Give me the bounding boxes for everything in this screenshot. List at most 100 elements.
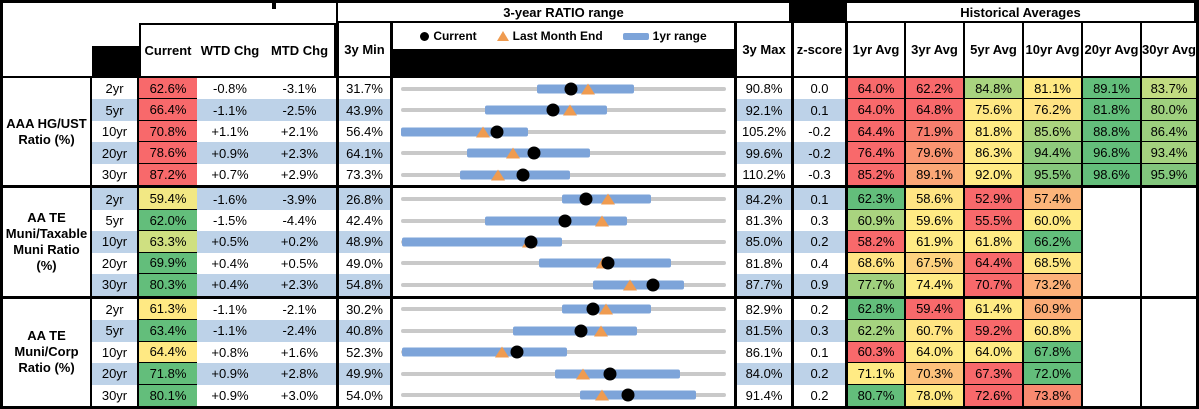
range-track	[401, 99, 726, 120]
range-track	[401, 210, 726, 231]
group-label-line: (%)	[36, 257, 57, 273]
avg-cell: 85.2%	[845, 163, 904, 186]
range-chart-cell	[390, 120, 737, 143]
current-cell: 78.6%	[139, 142, 197, 164]
current-cell: 64.4%	[139, 341, 197, 364]
avg-cell: 67.3%	[963, 363, 1022, 385]
current-cell: 61.3%	[139, 298, 197, 321]
avg-cell: 73.8%	[1022, 384, 1081, 406]
avg-cell: 62.2%	[845, 320, 904, 342]
range-chart-cell	[390, 320, 737, 342]
avg-cell: 64.8%	[904, 99, 963, 121]
last-month-triangle	[475, 126, 490, 138]
column-header-row: Current WTD Chg MTD Chg 3y Min Current L…	[3, 23, 1196, 78]
current-dot	[527, 146, 541, 160]
chart-header-black-fill	[393, 49, 734, 76]
range-track	[401, 231, 726, 252]
avg-cell: 57.4%	[1022, 188, 1081, 210]
current-cell: 62.6%	[139, 78, 197, 100]
avg-cell: 71.9%	[904, 120, 963, 143]
grid-stub	[272, 3, 276, 9]
group-aa-te-muni-taxable: AA TE Muni/Taxable Muni Ratio (%) 2yr 59.4% -1…	[3, 185, 1196, 296]
header-empty-cell	[3, 23, 92, 76]
col-header-1yr-avg: 1yr Avg	[845, 23, 904, 76]
wtd-chg-cell: +0.5%	[197, 231, 263, 253]
current-cell: 63.3%	[139, 231, 197, 253]
avg-cell: 95.9%	[1140, 163, 1196, 186]
min-3y-cell: 54.0%	[336, 384, 390, 406]
group-label: AA TE Muni/Corp Ratio (%)	[3, 298, 92, 406]
avg-cell: 64.0%	[845, 99, 904, 121]
tenor-cell: 2yr	[92, 188, 139, 210]
legend-last-month-end: Last Month End	[496, 29, 603, 43]
max-3y-cell: 84.2%	[737, 188, 791, 210]
avg-cell: 89.1%	[904, 163, 963, 186]
avg-cell: 93.4%	[1140, 142, 1196, 164]
range-chart-cell	[390, 384, 737, 406]
current-cell: 63.4%	[139, 320, 197, 342]
wtd-chg-cell: -1.1%	[197, 99, 263, 121]
range-track	[401, 299, 726, 320]
avg-cell	[1081, 188, 1140, 210]
avg-cell: 59.2%	[963, 320, 1022, 342]
avg-cell: 77.7%	[845, 274, 904, 296]
chart-legend: Current Last Month End 1yr range	[393, 23, 734, 49]
range-track	[401, 320, 726, 341]
col-header-zscore: z-score	[791, 23, 845, 76]
range-track-line	[401, 239, 726, 244]
avg-cell: 62.2%	[904, 78, 963, 100]
avg-cell: 80.7%	[845, 384, 904, 406]
col-header-3y-min: 3y Min	[336, 23, 390, 76]
legend-current-label: Current	[433, 29, 477, 43]
min-3y-cell: 30.2%	[336, 298, 390, 321]
min-3y-cell: 40.8%	[336, 320, 390, 342]
last-month-triangle	[594, 389, 609, 401]
avg-cell	[1140, 252, 1196, 275]
range-track	[401, 363, 726, 384]
mtd-chg-cell: +0.5%	[280, 255, 319, 271]
legend-last-month-label: Last Month End	[512, 29, 603, 43]
group-aa-te-muni-corp: AA TE Muni/Corp Ratio (%) 2yr 61.3% -1.1% -2.1…	[3, 295, 1196, 406]
min-3y-cell: 48.9%	[336, 231, 390, 253]
tenor-cell: 20yr	[92, 142, 139, 164]
min-3y-cell: 54.8%	[336, 274, 390, 296]
wtd-chg-cell: +0.8%	[211, 344, 249, 360]
current-dot	[603, 367, 617, 381]
avg-cell	[1081, 341, 1140, 364]
current-dot	[579, 192, 593, 206]
max-3y-cell: 105.2%	[741, 124, 787, 140]
range-bar-1yr	[401, 127, 529, 137]
avg-cell	[1140, 384, 1196, 406]
group-label-line: AA TE	[27, 209, 66, 225]
range-bar-1yr	[401, 237, 563, 247]
legend-current: Current	[420, 29, 477, 43]
wtd-chg-cell: +0.4%	[211, 255, 249, 271]
avg-cell: 64.0%	[963, 341, 1022, 364]
avg-cell: 75.6%	[963, 99, 1022, 121]
avg-cell: 96.8%	[1081, 142, 1140, 164]
tenor-cell: 20yr	[92, 363, 139, 385]
avg-cell	[1081, 363, 1140, 385]
current-cell: 66.4%	[139, 99, 197, 121]
avg-cell: 92.0%	[963, 163, 1022, 186]
last-month-triangle	[494, 346, 509, 358]
group-label: AAA HG/UST Ratio (%)	[3, 78, 92, 186]
zscore-cell: 0.2	[791, 231, 845, 253]
zscore-cell: 0.1	[791, 99, 845, 121]
col-header-mtd-chg: MTD Chg	[270, 43, 329, 58]
tenor-header-black-fill	[92, 46, 139, 76]
range-bar-1yr	[401, 347, 568, 357]
value-headers-box: Current WTD Chg MTD Chg	[139, 23, 336, 76]
zscore-cell: 0.9	[791, 274, 845, 296]
range-chart-cell	[390, 274, 737, 296]
avg-cell	[1140, 298, 1196, 321]
current-cell: 59.4%	[139, 188, 197, 210]
current-dot	[516, 168, 530, 182]
group-label-line: Muni/Corp	[14, 344, 79, 360]
avg-cell: 98.6%	[1081, 163, 1140, 186]
avg-cell: 86.4%	[1140, 120, 1196, 143]
range-track	[401, 342, 726, 363]
avg-cell: 88.8%	[1081, 120, 1140, 143]
current-dot	[524, 235, 538, 249]
group-label: AA TE Muni/Taxable Muni Ratio (%)	[3, 188, 92, 296]
